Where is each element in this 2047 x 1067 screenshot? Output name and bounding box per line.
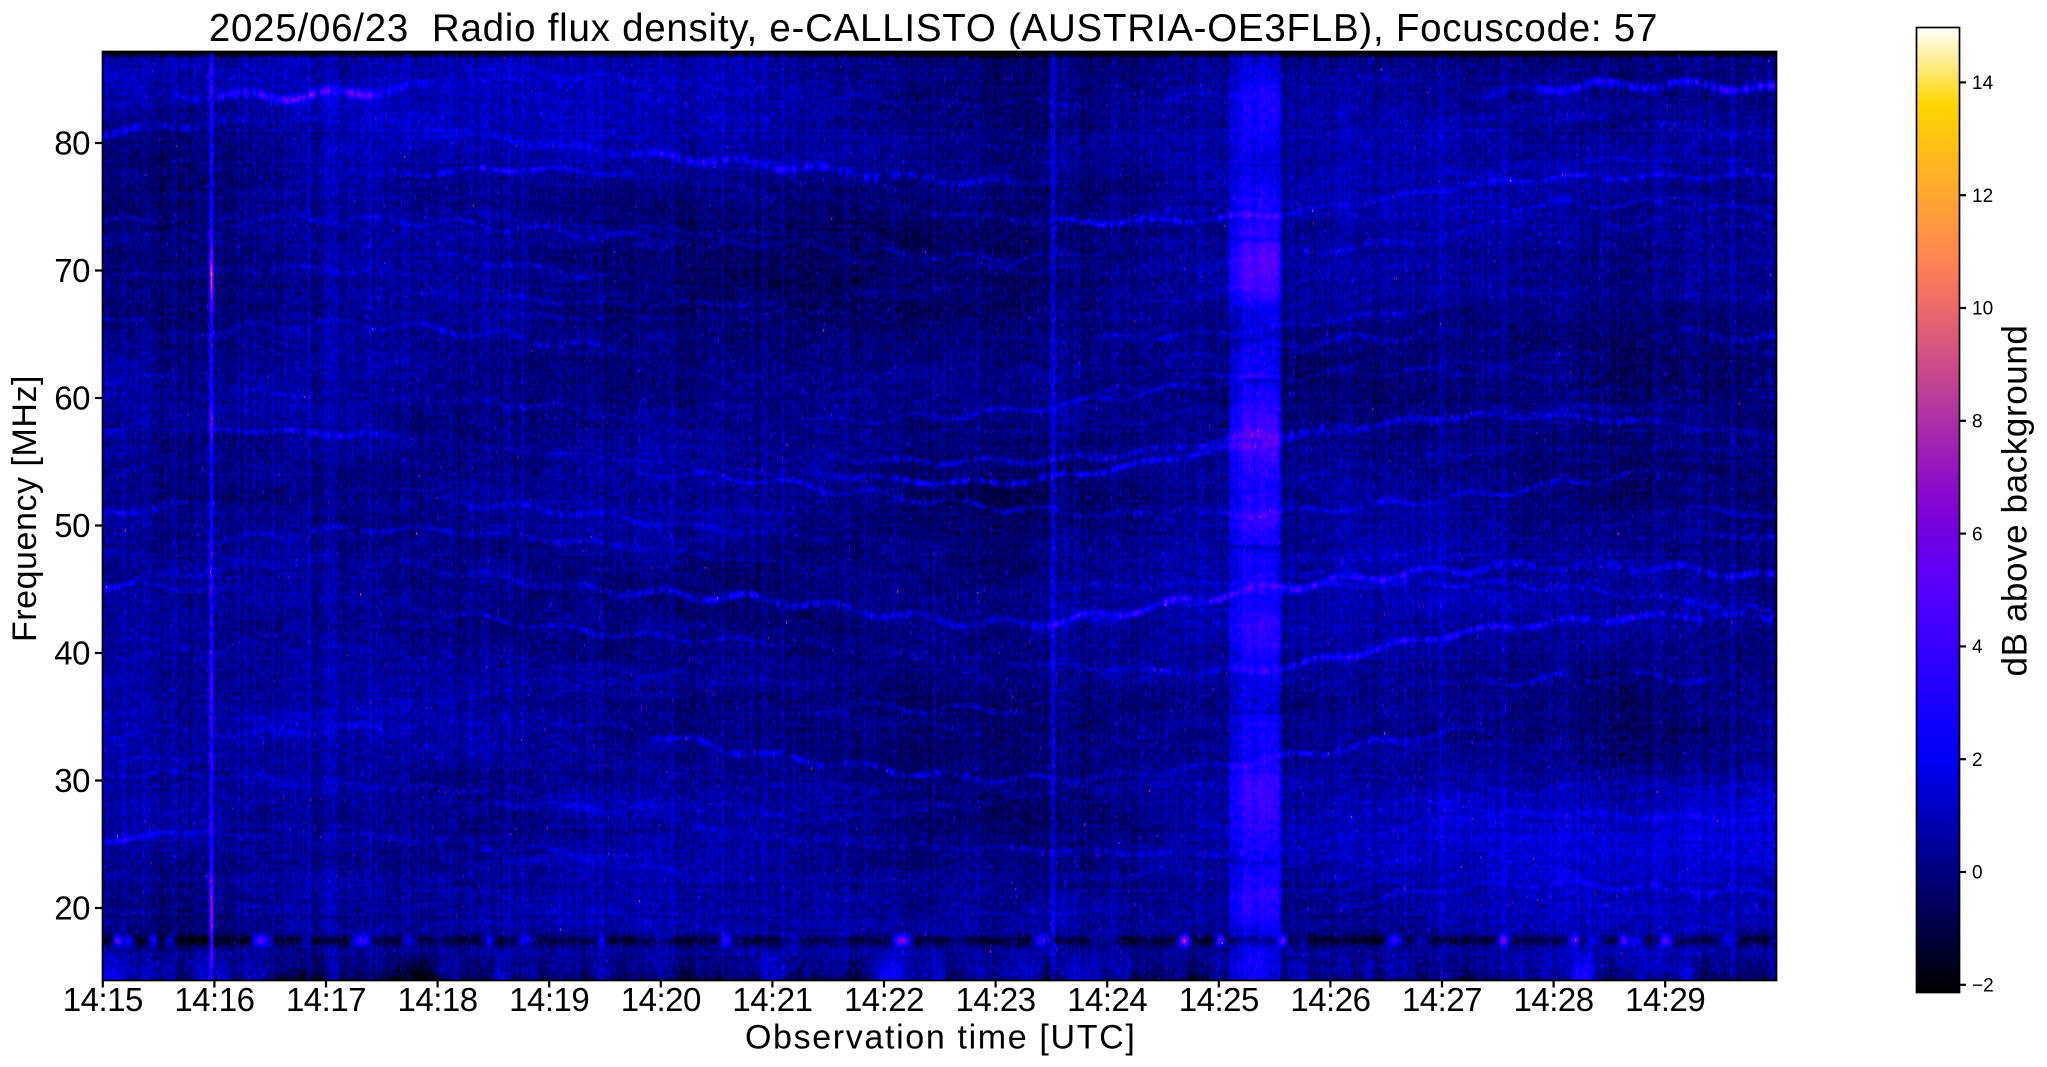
svg-text:70: 70	[54, 252, 90, 289]
svg-text:20: 20	[54, 890, 90, 927]
svg-text:14:29: 14:29	[1625, 981, 1705, 1018]
svg-text:2025/06/23 Radio flux density: 2025/06/23 Radio flux density, e-CALLIST…	[209, 7, 1658, 50]
svg-text:14:19: 14:19	[509, 981, 589, 1018]
svg-text:14: 14	[1972, 73, 1994, 94]
svg-text:2: 2	[1972, 750, 1983, 771]
svg-text:14:26: 14:26	[1290, 981, 1370, 1018]
svg-text:0: 0	[1972, 863, 1983, 884]
svg-text:14:22: 14:22	[844, 981, 924, 1018]
svg-text:8: 8	[1972, 412, 1983, 433]
svg-text:14:28: 14:28	[1514, 981, 1594, 1018]
svg-text:14:23: 14:23	[956, 981, 1036, 1018]
svg-text:80: 80	[54, 125, 90, 162]
svg-text:14:17: 14:17	[286, 981, 366, 1018]
svg-text:−2: −2	[1972, 976, 1994, 997]
svg-text:14:27: 14:27	[1402, 981, 1482, 1018]
svg-text:14:24: 14:24	[1067, 981, 1147, 1018]
svg-text:14:16: 14:16	[174, 981, 254, 1018]
svg-text:Observation time [UTC]: Observation time [UTC]	[745, 1019, 1137, 1057]
svg-text:50: 50	[54, 507, 90, 544]
svg-text:4: 4	[1972, 637, 1983, 658]
svg-text:dB above background: dB above background	[1996, 325, 2035, 677]
svg-text:14:18: 14:18	[398, 981, 478, 1018]
svg-text:60: 60	[54, 380, 90, 417]
svg-text:40: 40	[54, 635, 90, 672]
svg-text:14:25: 14:25	[1179, 981, 1259, 1018]
svg-text:10: 10	[1972, 299, 1993, 320]
svg-text:14:15: 14:15	[63, 981, 143, 1018]
svg-text:Frequency [MHz]: Frequency [MHz]	[6, 375, 44, 642]
svg-text:6: 6	[1972, 524, 1983, 545]
svg-text:30: 30	[54, 762, 90, 799]
svg-text:14:21: 14:21	[732, 981, 812, 1018]
svg-text:14:20: 14:20	[621, 981, 701, 1018]
svg-text:12: 12	[1972, 186, 1993, 207]
